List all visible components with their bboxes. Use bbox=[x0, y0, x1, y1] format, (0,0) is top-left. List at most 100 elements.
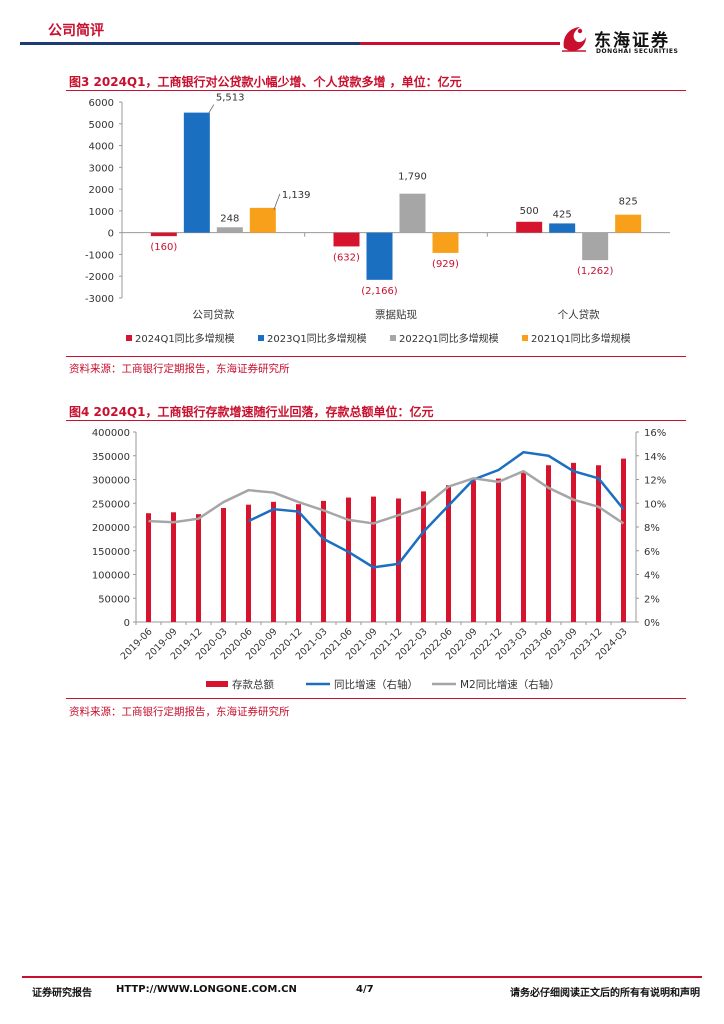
legend-swatch bbox=[258, 335, 264, 341]
figure-3-bottom-rule bbox=[66, 356, 686, 357]
deposit-bar bbox=[471, 480, 476, 622]
deposit-bar bbox=[221, 508, 226, 622]
data-label: (2,166) bbox=[361, 286, 398, 297]
figure-4-title: 图4 2024Q1，工商银行存款增速随行业回落，存款总额单位：亿元 bbox=[69, 405, 434, 419]
header-bar-blue bbox=[20, 42, 360, 45]
deposit-bar bbox=[446, 485, 451, 622]
y2-tick-label: 6% bbox=[644, 547, 660, 558]
y-tick-label: 200000 bbox=[92, 523, 130, 534]
y-tick-label: 0 bbox=[124, 618, 130, 629]
y2-tick-label: 0% bbox=[644, 618, 660, 629]
y-tick-label: 400000 bbox=[92, 428, 130, 439]
footer-disclaimer: 请务必仔细阅读正文后的所有有说明和声明 bbox=[510, 988, 700, 999]
y-tick-label: 150000 bbox=[92, 547, 130, 558]
deposit-bar bbox=[271, 501, 276, 622]
m2-growth-line bbox=[148, 469, 625, 525]
deposit-bar bbox=[371, 496, 376, 622]
deposit-bar bbox=[421, 491, 426, 622]
figure-4-source: 资料来源：工商银行定期报告，东海证券研究所 bbox=[69, 706, 290, 718]
figure-3-top-rule bbox=[66, 90, 686, 91]
donghai-logo-icon bbox=[562, 27, 586, 52]
legend-label: 2023Q1同比多增规模 bbox=[267, 332, 367, 345]
y-tick-label: 3000 bbox=[89, 163, 114, 174]
x-category-label: 个人贷款 bbox=[558, 308, 600, 321]
data-label: 500 bbox=[520, 206, 539, 217]
figure-3-title: 图3 2024Q1，工商银行对公贷款小幅少增、个人贷款多增 ，单位：亿元 bbox=[69, 75, 462, 89]
deposit-bar bbox=[496, 478, 501, 622]
deposit-bar bbox=[196, 514, 201, 622]
brand-name-en: DONGHAI SECURITIES bbox=[596, 48, 679, 55]
deposit-bar bbox=[146, 513, 151, 622]
y-tick-label: 4000 bbox=[89, 142, 114, 153]
legend-label: 2024Q1同比多增规模 bbox=[135, 332, 235, 345]
footer-website-link[interactable]: HTTP://WWW.LONGONE.COM.CN bbox=[116, 984, 297, 995]
legend-label: 2021Q1同比多增规模 bbox=[531, 332, 631, 345]
bar bbox=[150, 232, 177, 237]
bar bbox=[399, 193, 426, 233]
deposit-bar bbox=[396, 498, 401, 622]
deposit-bar bbox=[521, 472, 526, 622]
deposit-bar bbox=[596, 465, 601, 622]
y2-tick-label: 4% bbox=[644, 571, 660, 582]
y-tick-label: -1000 bbox=[85, 250, 114, 261]
data-label: (1,262) bbox=[577, 266, 614, 277]
data-label: 825 bbox=[619, 197, 638, 208]
y2-tick-label: 16% bbox=[644, 428, 666, 439]
yoy-growth-line bbox=[247, 450, 625, 569]
y-tick-label: 1000 bbox=[89, 207, 114, 218]
legend-swatch bbox=[390, 335, 396, 341]
bar bbox=[216, 227, 243, 233]
header-bar-red bbox=[360, 42, 560, 45]
figure-4-bottom-rule bbox=[66, 698, 686, 699]
y-tick-label: 50000 bbox=[98, 594, 130, 605]
legend-swatch bbox=[522, 335, 528, 341]
deposit-bar bbox=[171, 512, 176, 622]
deposit-bar bbox=[296, 504, 301, 622]
bar bbox=[582, 232, 609, 261]
y-tick-label: 350000 bbox=[92, 452, 130, 463]
legend-label: 2022Q1同比多增规模 bbox=[399, 332, 499, 345]
legend-label: M2同比增速（右轴） bbox=[460, 678, 560, 691]
legend-label: 同比增速（右轴） bbox=[334, 678, 418, 691]
y-tick-label: 2000 bbox=[89, 185, 114, 196]
deposit-growth-combo-chart: 400000 350000 300000 250000 200000 150000 1000… bbox=[92, 428, 666, 691]
y-tick-label: -2000 bbox=[85, 272, 114, 283]
legend-swatch bbox=[126, 335, 132, 341]
figure-4-top-rule bbox=[66, 420, 686, 421]
legend-swatch bbox=[206, 681, 228, 687]
deposit-bar bbox=[346, 497, 351, 622]
y-tick-label: 300000 bbox=[92, 476, 130, 487]
y-tick-label: 6000 bbox=[89, 98, 114, 109]
data-label: 5,513 bbox=[216, 93, 245, 104]
footer-page-number: 4/7 bbox=[356, 984, 374, 995]
deposit-bar bbox=[246, 504, 251, 622]
bar bbox=[249, 207, 276, 233]
report-type-title: 公司简评 bbox=[48, 23, 104, 39]
data-label: 248 bbox=[220, 213, 239, 224]
y2-tick-label: 2% bbox=[644, 594, 660, 605]
y2-tick-label: 8% bbox=[644, 523, 660, 534]
data-label-leader bbox=[207, 104, 215, 115]
data-label: (160) bbox=[150, 242, 177, 253]
data-label: 1,139 bbox=[282, 190, 311, 201]
x-category-label: 公司贷款 bbox=[192, 308, 234, 321]
bar bbox=[333, 232, 360, 247]
footer-rule bbox=[22, 976, 702, 978]
data-label: 1,790 bbox=[398, 172, 427, 183]
y-tick-label: 100000 bbox=[92, 571, 130, 582]
bar bbox=[549, 223, 576, 233]
brand-name-cn: 东海证券 bbox=[594, 31, 670, 51]
data-label: (632) bbox=[333, 252, 360, 263]
y-tick-label: 0 bbox=[108, 229, 114, 240]
y2-tick-label: 10% bbox=[644, 499, 666, 510]
y-tick-label: 250000 bbox=[92, 499, 130, 510]
data-label-leader bbox=[273, 193, 281, 211]
bar bbox=[183, 112, 210, 233]
y2-tick-label: 14% bbox=[644, 452, 666, 463]
bar bbox=[366, 232, 393, 280]
y2-tick-label: 12% bbox=[644, 476, 666, 487]
loan-growth-bar-chart: 6000 5000 4000 3000 2000 1000 0 -1000 -2000 -3000… bbox=[85, 93, 670, 345]
legend-label: 存款总额 bbox=[232, 678, 274, 691]
figure-3-source: 资料来源：工商银行定期报告，东海证券研究所 bbox=[69, 363, 290, 375]
deposit-bar bbox=[621, 458, 626, 622]
